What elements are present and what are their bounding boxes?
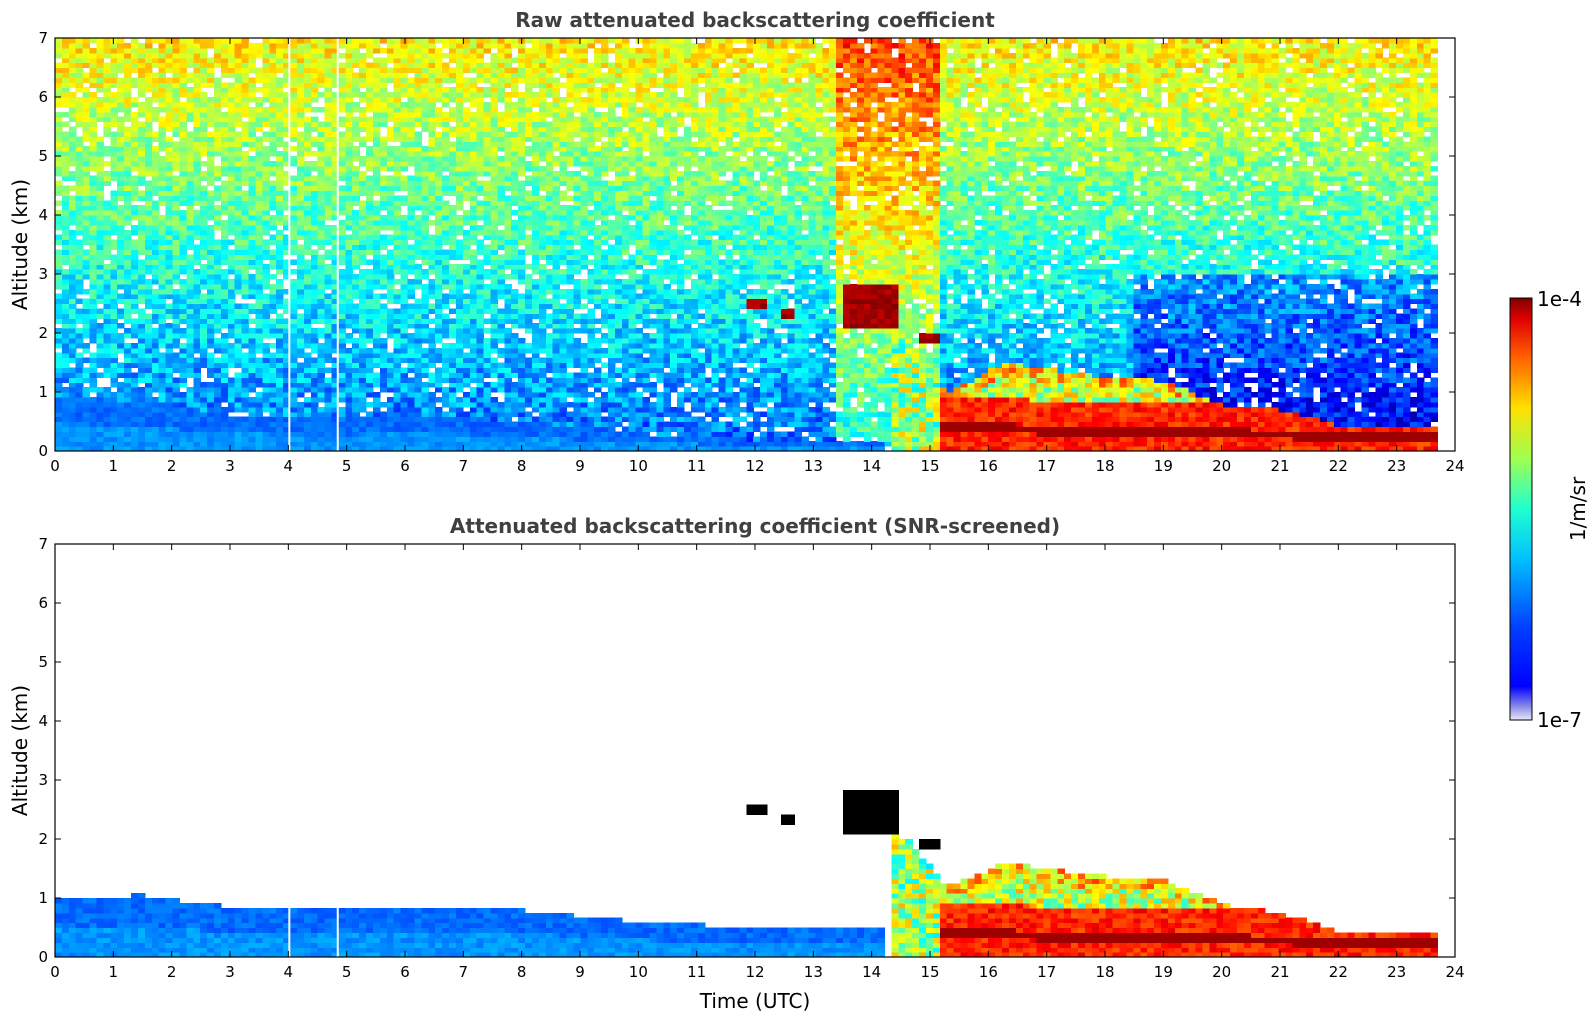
x-tick-label: 17 <box>1037 963 1056 981</box>
x-tick-label: 14 <box>862 457 881 475</box>
colorbar-min-label: 1e-7 <box>1537 708 1582 732</box>
y-tick-label: 1 <box>38 889 48 907</box>
x-tick-label: 16 <box>979 457 998 475</box>
x-tick-label: 18 <box>1095 963 1114 981</box>
x-tick-label: 23 <box>1387 457 1406 475</box>
y-axis: 0 1 2 3 4 5 6 7 <box>38 29 1455 460</box>
x-tick-label: 24 <box>1445 963 1464 981</box>
x-tick-label: 18 <box>1095 457 1114 475</box>
x-tick-label: 6 <box>400 457 410 475</box>
y-tick-label: 6 <box>38 88 48 106</box>
plot-frame <box>54 543 1456 958</box>
x-tick-label: 0 <box>50 457 60 475</box>
x-tick-label: 19 <box>1154 457 1173 475</box>
x-tick-label: 5 <box>342 963 352 981</box>
x-tick-label: 2 <box>167 457 177 475</box>
data-gap <box>336 544 339 957</box>
x-tick-label: 13 <box>804 457 823 475</box>
y-tick-label: 5 <box>38 147 48 165</box>
heatmap-cells <box>55 38 1439 451</box>
x-tick-label: 10 <box>629 963 648 981</box>
panel-snr-screened: Attenuated backscattering coefficient (S… <box>8 514 1465 1013</box>
colorbar-max-label: 1e-4 <box>1537 287 1582 311</box>
x-tick-label: 12 <box>745 457 764 475</box>
x-tick-label: 10 <box>629 457 648 475</box>
heatmap-cells <box>55 789 1439 957</box>
y-tick-label: 7 <box>38 535 48 553</box>
x-tick-label: 0 <box>50 963 60 981</box>
colorbar-gradient <box>1509 297 1533 721</box>
y-tick-label: 3 <box>38 771 48 789</box>
x-axis: 0 1 2 3 4 5 6 7 8 9 10 11 12 13 14 15 16 17 18 19 20 21 22 23 24 <box>50 544 1465 981</box>
x-tick-label: 15 <box>920 457 939 475</box>
x-tick-label: 20 <box>1212 963 1231 981</box>
x-tick-label: 20 <box>1212 457 1231 475</box>
heatmap-plot-area <box>55 38 1439 451</box>
y-axis-label: Altitude (km) <box>8 685 32 816</box>
x-tick-label: 17 <box>1037 457 1056 475</box>
x-tick-label: 24 <box>1445 457 1464 475</box>
x-tick-label: 11 <box>687 457 706 475</box>
y-tick-label: 4 <box>38 712 48 730</box>
x-tick-label: 3 <box>225 963 235 981</box>
x-tick-label: 8 <box>517 457 527 475</box>
x-tick-label: 19 <box>1154 963 1173 981</box>
x-tick-label: 16 <box>979 963 998 981</box>
x-axis: 0 1 2 3 4 5 6 7 8 9 10 11 12 13 14 15 16 17 18 19 20 21 22 23 24 <box>50 38 1465 475</box>
x-tick-label: 7 <box>459 963 469 981</box>
x-tick-label: 11 <box>687 963 706 981</box>
y-tick-label: 3 <box>38 265 48 283</box>
x-tick-label: 4 <box>284 963 294 981</box>
y-tick-label: 2 <box>38 324 48 342</box>
x-tick-label: 23 <box>1387 963 1406 981</box>
x-tick-label: 7 <box>459 457 469 475</box>
x-tick-label: 8 <box>517 963 527 981</box>
x-tick-label: 5 <box>342 457 352 475</box>
x-tick-label: 2 <box>167 963 177 981</box>
chart-title: Attenuated backscattering coefficient (S… <box>450 514 1060 538</box>
x-tick-label: 1 <box>109 457 119 475</box>
y-tick-label: 2 <box>38 830 48 848</box>
x-tick-label: 15 <box>920 963 939 981</box>
colorbar: 1e-4 1e-7 1/m/sr <box>1509 287 1590 732</box>
data-gap <box>288 544 291 957</box>
x-axis-label: Time (UTC) <box>699 989 811 1013</box>
x-tick-label: 9 <box>575 457 585 475</box>
y-tick-label: 4 <box>38 206 48 224</box>
x-tick-label: 1 <box>109 963 119 981</box>
x-tick-label: 3 <box>225 457 235 475</box>
x-tick-label: 21 <box>1270 963 1289 981</box>
x-tick-label: 22 <box>1329 963 1348 981</box>
x-tick-label: 6 <box>400 963 410 981</box>
x-tick-label: 9 <box>575 963 585 981</box>
data-gap <box>336 38 339 451</box>
y-tick-label: 6 <box>38 594 48 612</box>
colorbar-unit-label: 1/m/sr <box>1566 476 1590 541</box>
x-tick-label: 4 <box>284 457 294 475</box>
data-gap <box>288 38 291 451</box>
y-tick-label: 1 <box>38 383 48 401</box>
y-tick-label: 7 <box>38 29 48 47</box>
chart-title: Raw attenuated backscattering coefficien… <box>515 8 995 32</box>
y-axis-label: Altitude (km) <box>8 179 32 310</box>
x-tick-label: 12 <box>745 963 764 981</box>
panel-raw: Raw attenuated backscattering coefficien… <box>8 8 1465 475</box>
x-tick-label: 13 <box>804 963 823 981</box>
y-tick-label: 0 <box>38 442 48 460</box>
x-tick-label: 21 <box>1270 457 1289 475</box>
heatmap-plot-area <box>55 544 1439 957</box>
x-tick-label: 14 <box>862 963 881 981</box>
y-axis: 0 1 2 3 4 5 6 7 <box>38 535 1455 966</box>
y-tick-label: 0 <box>38 948 48 966</box>
y-tick-label: 5 <box>38 653 48 671</box>
x-tick-label: 22 <box>1329 457 1348 475</box>
